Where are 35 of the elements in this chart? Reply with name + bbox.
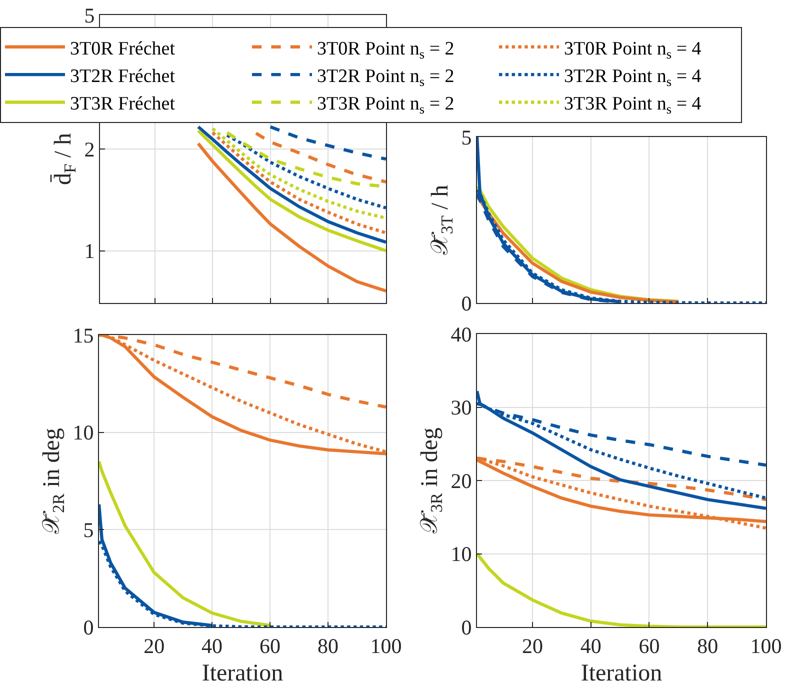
- y-tick-label: 5: [84, 3, 95, 28]
- y-tick-label: 5: [461, 125, 472, 150]
- y-tick-label: 30: [450, 396, 472, 420]
- legend-label: 3T3R Fréchet: [70, 94, 176, 115]
- x-tick-label: 60: [638, 634, 660, 658]
- x-tick-label: 100: [750, 634, 782, 658]
- legend-label: 3T2R Point n$_{s}$ = 2: [317, 66, 454, 89]
- x-tick-label: 80: [697, 634, 718, 658]
- y-tick-label: 0: [461, 615, 472, 640]
- x-tick-label: 60: [260, 634, 281, 658]
- y-tick-label: 10: [450, 542, 472, 566]
- x-tick-label: 40: [202, 634, 223, 658]
- y-tick-label: 10: [72, 420, 94, 445]
- y-tick-label: 1: [84, 239, 95, 264]
- x-axis-title: Iteration: [580, 660, 662, 686]
- legend-label: 3T2R Fréchet: [70, 66, 176, 87]
- y-tick-label: 15: [72, 323, 94, 348]
- legend-label: 3T0R Point n$_{s}$ = 4: [564, 38, 702, 62]
- x-tick-label: 20: [522, 634, 543, 658]
- y-tick-label: 0: [83, 615, 94, 640]
- legend-label: 3T3R Point n$_{s}$ = 2: [317, 94, 454, 117]
- x-tick-label: 40: [580, 634, 602, 658]
- x-tick-label: 20: [144, 634, 165, 658]
- x-tick-label: 80: [318, 634, 339, 658]
- y-tick-label: 5: [83, 518, 94, 542]
- legend-label: 3T0R Fréchet: [70, 38, 176, 60]
- y-tick-label: 20: [450, 468, 472, 493]
- legend-label: 3T3R Point n$_{s}$ = 4: [564, 94, 702, 117]
- y-tick-label: 40: [450, 322, 472, 346]
- x-tick-label: 100: [370, 634, 402, 658]
- legend-label: 3T0R Point n$_{s}$ = 2: [317, 38, 454, 62]
- y-tick-label: 2: [84, 138, 95, 162]
- x-axis-title: Iteration: [202, 660, 284, 686]
- y-tick-label: 0: [461, 291, 472, 316]
- legend-label: 3T2R Point n$_{s}$ = 4: [564, 66, 702, 89]
